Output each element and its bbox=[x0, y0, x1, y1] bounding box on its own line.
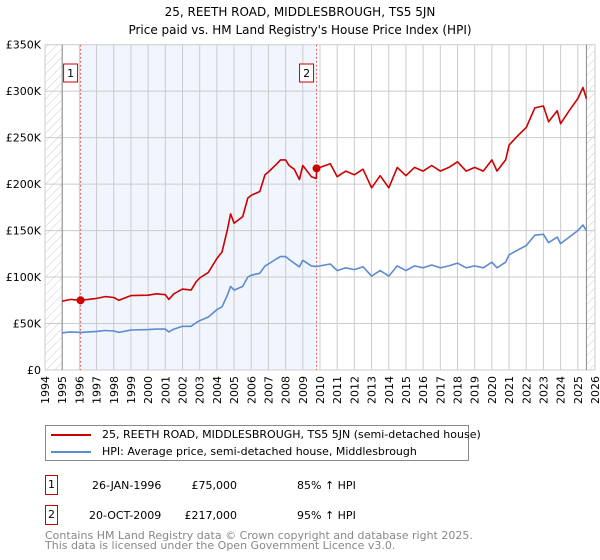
y-tick-label: £100K bbox=[6, 271, 42, 284]
y-tick-label: £150K bbox=[6, 225, 42, 238]
sale-marker-badge: 2 bbox=[45, 505, 58, 525]
legend-label: 25, REETH ROAD, MIDDLESBROUGH, TS5 5JN (… bbox=[102, 428, 481, 441]
x-tick-label: 2021 bbox=[503, 376, 516, 404]
x-tick-label: 2024 bbox=[555, 376, 568, 404]
footer: Contains HM Land Registry data © Crown c… bbox=[45, 529, 473, 552]
x-tick-label: 2026 bbox=[589, 376, 600, 404]
x-tick-label: 1997 bbox=[91, 376, 104, 404]
y-tick-label: £0 bbox=[27, 364, 41, 377]
chart-title: 25, REETH ROAD, MIDDLESBROUGH, TS5 5JN bbox=[165, 5, 436, 19]
sale-hpi-diff: 85% ↑ HPI bbox=[297, 479, 356, 492]
hpi-line bbox=[62, 224, 588, 334]
x-tick-label: 2020 bbox=[486, 376, 499, 404]
sale-price: £75,000 bbox=[191, 479, 238, 492]
sale-badge-2 bbox=[299, 63, 315, 83]
sale-badge-label-2: 2 bbox=[303, 67, 310, 80]
legend-swatch-red bbox=[51, 434, 91, 436]
x-tick-label: 1998 bbox=[108, 376, 121, 404]
chart-svg: 25, REETH ROAD, MIDDLESBROUGH, TS5 5JN P… bbox=[6, 5, 600, 404]
y-tick-label: £200K bbox=[6, 178, 42, 191]
x-tick-label: 1996 bbox=[73, 376, 86, 404]
x-tick-label: 2013 bbox=[366, 376, 379, 404]
x-tick-label: 2002 bbox=[177, 376, 190, 404]
x-tick-label: 2012 bbox=[348, 376, 361, 404]
sale-date: 26-JAN-1996 bbox=[92, 479, 162, 492]
sale-badge-1 bbox=[63, 63, 79, 83]
x-tick-label: 2003 bbox=[194, 376, 207, 404]
x-tick-label: 2015 bbox=[400, 376, 413, 404]
sale-row-2: 2 20-OCT-2009 £217,000 95% ↑ HPI bbox=[45, 505, 445, 527]
x-tick-label: 1999 bbox=[125, 376, 138, 404]
x-tick-label: 2004 bbox=[211, 376, 224, 404]
x-tick-label: 2008 bbox=[280, 376, 293, 404]
x-tick-label: 2023 bbox=[537, 376, 550, 404]
x-tick-label: 2005 bbox=[228, 376, 241, 404]
x-tick-label: 2014 bbox=[383, 376, 396, 404]
sale-badge-label-1: 1 bbox=[67, 67, 74, 80]
sale-hpi-diff: 95% ↑ HPI bbox=[297, 509, 356, 522]
footer-copyright: Contains HM Land Registry data © Crown c… bbox=[45, 529, 473, 542]
y-tick-label: £250K bbox=[6, 132, 42, 145]
hatched-area-after bbox=[586, 44, 595, 370]
hatched-area-before bbox=[45, 44, 63, 370]
sale-marker-badge: 1 bbox=[45, 475, 58, 495]
x-tick-label: 2018 bbox=[452, 376, 465, 404]
x-tick-label: 1995 bbox=[56, 376, 69, 404]
sale-point-2 bbox=[312, 164, 321, 173]
sale-row-1: 1 26-JAN-1996 £75,000 85% ↑ HPI bbox=[45, 475, 445, 497]
legend-swatch-blue bbox=[51, 451, 91, 453]
x-tick-label: 2007 bbox=[262, 376, 275, 404]
x-tick-label: 2006 bbox=[245, 376, 258, 404]
x-tick-label: 2025 bbox=[572, 376, 585, 404]
x-tick-label: 2016 bbox=[417, 376, 430, 404]
y-tick-label: £50K bbox=[13, 318, 42, 331]
x-tick-label: 2017 bbox=[434, 376, 447, 404]
chart-subtitle: Price paid vs. HM Land Registry's House … bbox=[128, 23, 471, 37]
x-tick-label: 2019 bbox=[469, 376, 482, 404]
sale-point-1 bbox=[76, 296, 85, 305]
footer-licence: This data is licensed under the Open Gov… bbox=[45, 539, 396, 552]
x-tick-label: 1994 bbox=[39, 376, 52, 404]
x-tick-label: 2022 bbox=[520, 376, 533, 404]
x-tick-label: 2010 bbox=[314, 376, 327, 404]
sale-price: £217,000 bbox=[184, 509, 238, 522]
y-tick-label: £300K bbox=[6, 85, 42, 98]
legend: 25, REETH ROAD, MIDDLESBROUGH, TS5 5JN (… bbox=[45, 425, 481, 461]
legend-label: HPI: Average price, semi-detached house,… bbox=[102, 445, 417, 458]
ownership-shade bbox=[80, 44, 317, 370]
x-tick-label: 2000 bbox=[142, 376, 155, 404]
sale-date: 20-OCT-2009 bbox=[89, 509, 162, 522]
x-tick-label: 2009 bbox=[297, 376, 310, 404]
x-tick-label: 2001 bbox=[159, 376, 172, 404]
property-price-line bbox=[62, 86, 588, 302]
x-tick-label: 2011 bbox=[331, 376, 344, 404]
y-tick-label: £350K bbox=[6, 39, 42, 52]
